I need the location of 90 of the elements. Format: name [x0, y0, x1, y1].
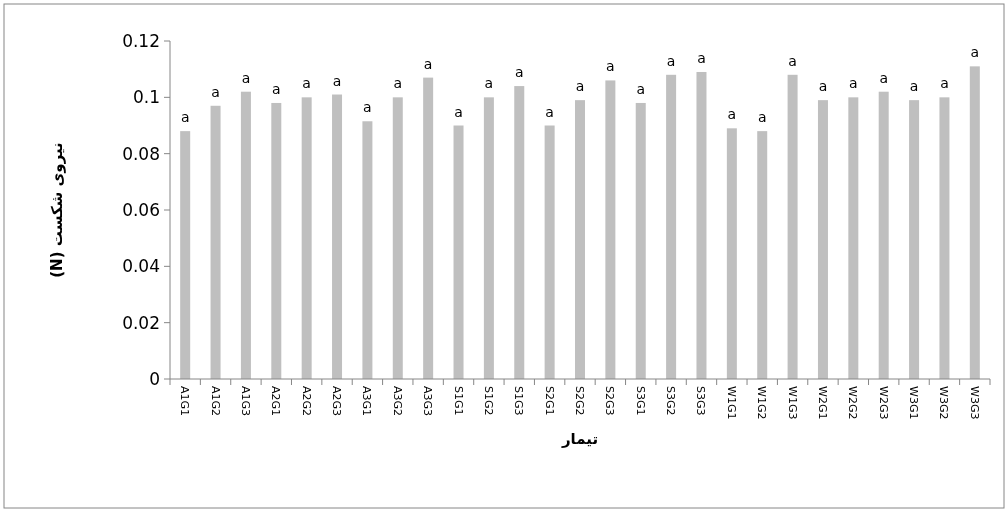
- data-label: a: [514, 64, 524, 81]
- x-tick-label: W3G3: [967, 386, 981, 420]
- data-label: a: [849, 75, 858, 92]
- data-label: a: [241, 69, 251, 86]
- data-label: a: [818, 78, 828, 95]
- bar: [514, 86, 525, 379]
- data-label: a: [272, 80, 281, 97]
- x-tick-label: A3G3: [421, 386, 435, 417]
- x-tick-label: S1G1: [451, 386, 465, 416]
- bar: [544, 125, 555, 379]
- y-axis-title: نیروی شکست (N): [48, 142, 66, 278]
- x-tick-label: W3G1: [907, 386, 921, 420]
- data-label: a: [636, 80, 646, 97]
- data-label: a: [606, 58, 615, 75]
- x-tick-label: S3G1: [633, 386, 647, 416]
- x-tick-label: S2G3: [603, 386, 617, 416]
- y-tick-label: 0.1: [132, 87, 160, 108]
- x-tick-label: W2G1: [815, 386, 829, 420]
- bar: [362, 121, 373, 379]
- data-label: a: [757, 109, 767, 126]
- x-tick-label: A2G1: [269, 386, 283, 417]
- x-tick-label: A3G1: [360, 386, 374, 417]
- bar: [878, 91, 889, 379]
- data-label: a: [788, 52, 797, 69]
- y-tick-label: 0.06: [122, 200, 160, 220]
- x-tick-label: S3G3: [694, 386, 708, 416]
- x-tick-label: S3G2: [664, 386, 678, 416]
- bar: [453, 125, 464, 379]
- x-tick-label: S1G2: [481, 386, 495, 416]
- data-label: a: [697, 49, 706, 66]
- x-tick-label: S2G1: [542, 386, 556, 416]
- x-tick-label: A1G1: [178, 386, 192, 417]
- data-label: a: [363, 99, 372, 116]
- bar: [969, 66, 980, 379]
- data-label: a: [666, 52, 676, 69]
- y-tick-label: 0.04: [122, 256, 160, 277]
- x-tick-label: S2G2: [573, 386, 586, 416]
- x-tick-label: A3G2: [390, 386, 404, 417]
- bar: [848, 97, 859, 379]
- y-tick-label: 0.02: [122, 312, 160, 333]
- data-label: a: [909, 78, 919, 95]
- x-tick-label: A2G2: [299, 386, 313, 417]
- y-tick-label: 0.08: [122, 143, 160, 164]
- bar: [666, 74, 677, 379]
- data-label: a: [454, 103, 463, 120]
- bar: [392, 97, 403, 379]
- bar: [210, 105, 221, 379]
- x-tick-label: W3G2: [937, 386, 951, 420]
- x-tick-label: W1G2: [755, 386, 769, 420]
- data-label: a: [180, 109, 190, 126]
- bar: [483, 97, 494, 379]
- bar: [605, 80, 616, 379]
- data-label: a: [484, 75, 494, 92]
- bar: [787, 74, 798, 379]
- y-tick-label: 0: [149, 369, 160, 389]
- bar: [939, 97, 950, 379]
- data-label: a: [879, 69, 888, 86]
- bar: [757, 131, 768, 379]
- x-axis-title: تیمار: [560, 430, 599, 448]
- data-label: a: [575, 78, 585, 95]
- data-label: a: [211, 83, 220, 100]
- bar: [817, 100, 828, 379]
- data-label: a: [423, 55, 433, 72]
- x-tick-label: A2G3: [330, 386, 344, 417]
- x-tick-label: A1G2: [208, 386, 222, 417]
- bar: [332, 94, 343, 379]
- data-label: a: [393, 75, 403, 92]
- bar: [909, 100, 920, 379]
- x-tick-label: W1G3: [785, 386, 799, 420]
- bar: [575, 100, 585, 379]
- x-tick-label: A1G3: [238, 386, 252, 417]
- x-tick-label: W1G1: [724, 386, 738, 420]
- data-label: a: [727, 106, 737, 123]
- x-tick-label: S1G3: [512, 386, 526, 416]
- bar: [301, 97, 312, 379]
- data-label: a: [970, 44, 980, 61]
- y-tick-label: 0.12: [122, 31, 160, 51]
- data-label: a: [302, 75, 311, 92]
- bar: [423, 77, 434, 379]
- bar: [240, 91, 251, 379]
- bar: [726, 128, 737, 379]
- bar: [180, 131, 191, 379]
- data-label: a: [940, 75, 949, 92]
- data-label: a: [545, 103, 554, 120]
- x-tick-label: W2G2: [846, 386, 860, 420]
- x-tick-label: W2G3: [876, 386, 890, 420]
- bar: [696, 71, 707, 379]
- bar: [271, 102, 282, 379]
- bar: [635, 102, 646, 379]
- data-label: a: [332, 72, 342, 89]
